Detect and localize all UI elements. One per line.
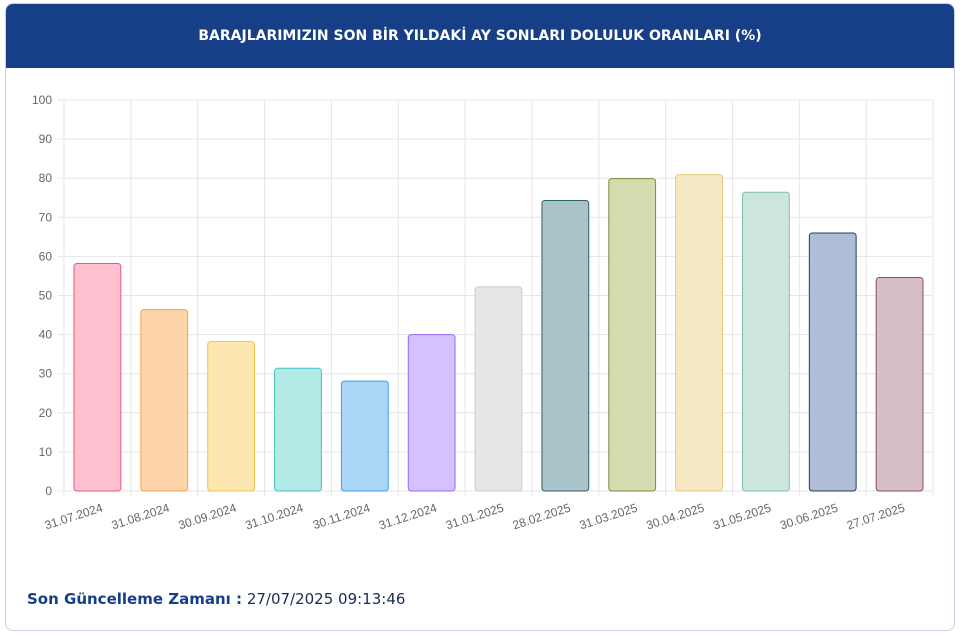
bar — [474, 286, 523, 492]
footer-value: 27/07/2025 09:13:46 — [246, 590, 406, 608]
bar — [73, 262, 122, 492]
y-tick-label: 30 — [39, 367, 53, 381]
x-tick-label: 28.02.2025 — [511, 500, 573, 532]
x-tick-label: 31.07.2024 — [43, 500, 105, 532]
footer: Son Güncelleme Zamanı : 27/07/2025 09:13… — [27, 590, 405, 608]
x-tick-label: 31.08.2024 — [110, 500, 172, 532]
bar — [541, 199, 590, 492]
y-tick-label: 0 — [45, 484, 52, 498]
y-tick-label: 10 — [39, 445, 53, 459]
bar — [875, 277, 924, 492]
x-tick-label: 31.12.2024 — [377, 500, 439, 532]
x-tick-label: 31.03.2025 — [578, 500, 640, 532]
footer-label: Son Güncelleme Zamanı : — [27, 590, 243, 608]
x-tick-label: 30.04.2025 — [645, 500, 707, 532]
y-tick-label: 90 — [39, 132, 53, 146]
bar — [608, 178, 657, 492]
x-tick-label: 31.10.2024 — [243, 500, 305, 532]
x-tick-label: 30.06.2025 — [778, 500, 840, 532]
bar — [207, 341, 256, 492]
y-tick-label: 40 — [39, 328, 53, 342]
y-tick-label: 70 — [39, 210, 53, 224]
x-tick-label: 31.01.2025 — [444, 500, 506, 532]
x-tick-label: 30.09.2024 — [177, 500, 239, 532]
y-tick-label: 50 — [39, 289, 53, 303]
bar — [340, 380, 389, 492]
y-tick-label: 100 — [32, 93, 52, 107]
x-tick-label: 30.11.2024 — [311, 500, 372, 532]
bar — [675, 174, 723, 492]
y-tick-label: 20 — [39, 406, 53, 420]
card: BARAJLARIMIZIN SON BİR YILDAKİ AY SONLAR… — [5, 3, 955, 631]
bar — [741, 191, 790, 492]
bar — [808, 232, 857, 492]
bar — [140, 309, 189, 492]
y-tick-label: 60 — [39, 249, 53, 263]
bar — [274, 367, 322, 492]
bar — [407, 334, 456, 492]
chart-title: BARAJLARIMIZIN SON BİR YILDAKİ AY SONLAR… — [6, 4, 954, 68]
x-tick-label: 31.05.2025 — [711, 500, 773, 532]
x-tick-label: 27.07.2025 — [845, 500, 907, 532]
y-tick-label: 80 — [39, 171, 53, 185]
